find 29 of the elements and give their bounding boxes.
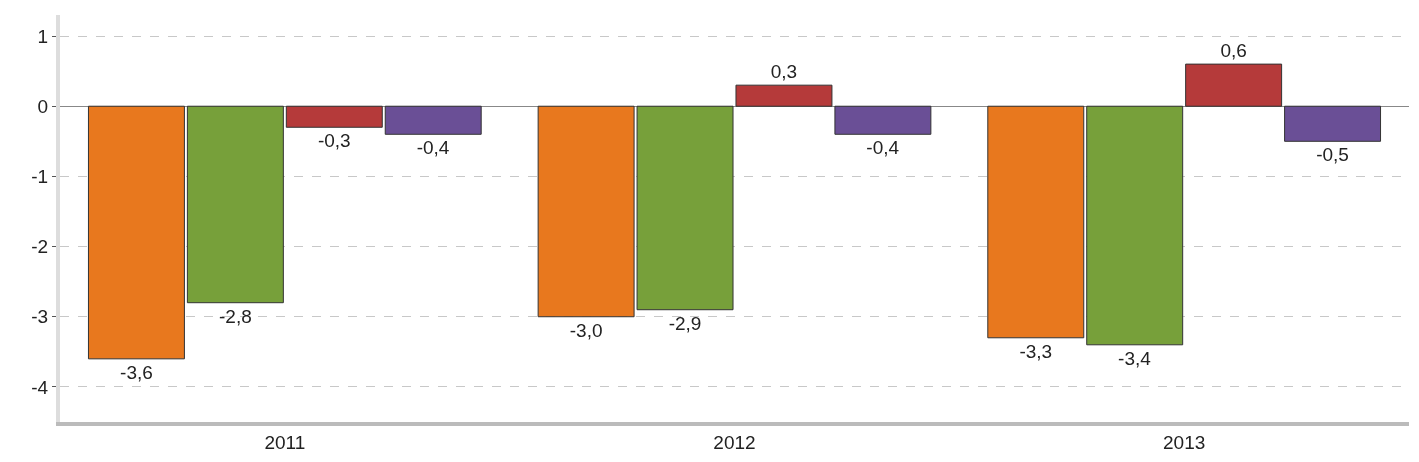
data-label: -0,5 bbox=[1316, 144, 1349, 166]
x-tick-label: 2011 bbox=[264, 431, 306, 453]
data-label: -0,4 bbox=[416, 137, 450, 159]
data-label: 0,6 bbox=[1220, 40, 1247, 62]
bar bbox=[87, 105, 185, 360]
data-label: -3,4 bbox=[1118, 347, 1152, 369]
bar bbox=[186, 105, 284, 304]
bar bbox=[1284, 105, 1382, 142]
bar bbox=[384, 105, 482, 135]
data-label: -2,9 bbox=[668, 312, 702, 334]
y-tick-label: -2 bbox=[31, 236, 49, 258]
bar bbox=[987, 105, 1085, 339]
data-label: -2,8 bbox=[218, 305, 252, 327]
y-tick-label: 1 bbox=[37, 25, 49, 47]
y-tick-label: -3 bbox=[31, 306, 49, 328]
x-tick-label: 2012 bbox=[713, 431, 756, 453]
data-label: -3,0 bbox=[569, 319, 603, 341]
data-label: 0,3 bbox=[770, 61, 798, 83]
y-tick-label: 0 bbox=[37, 95, 49, 117]
bar bbox=[1086, 105, 1184, 346]
bar bbox=[1185, 63, 1283, 107]
y-tick-label: -4 bbox=[31, 376, 49, 398]
y-tick-label: -1 bbox=[31, 166, 49, 188]
x-tick-label: 2013 bbox=[1163, 431, 1206, 453]
data-label: -3,3 bbox=[1019, 340, 1053, 362]
data-label: -0,3 bbox=[317, 130, 351, 152]
bar bbox=[285, 105, 383, 128]
data-label: -3,6 bbox=[120, 361, 153, 383]
data-label: -0,4 bbox=[866, 137, 900, 159]
